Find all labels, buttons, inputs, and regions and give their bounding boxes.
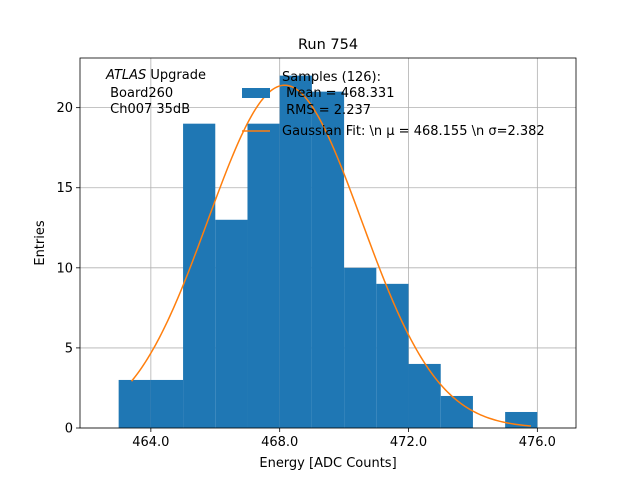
histogram-bar (118, 379, 151, 428)
legend-samples-label: Samples (126): (282, 70, 381, 85)
histogram-bar (183, 123, 216, 429)
gaussian-fit-line (130, 84, 531, 427)
legend: Samples (126): Mean = 468.331 RMS = 2.23… (242, 70, 545, 139)
legend-rms-label: RMS = 2.237 (282, 103, 371, 118)
histogram-bar (311, 91, 345, 429)
x-tick-label: 468.0 (261, 435, 298, 450)
histogram-bar (150, 379, 184, 428)
y-tick-label: 20 (56, 101, 73, 116)
legend-histogram-swatch (242, 88, 270, 98)
x-axis-label: Energy [ADC Counts] (259, 456, 396, 471)
legend-fit-label: Gaussian Fit: \n μ = 468.155 \n σ=2.382 (282, 124, 545, 139)
plot-frame (79, 57, 577, 429)
histogram-bar (279, 75, 312, 428)
y-tick-label: 5 (65, 341, 73, 356)
histogram-bar (344, 267, 377, 428)
atlas-annotation: ATLAS Upgrade Board260 Ch007 35dB (105, 68, 206, 117)
y-tick-label: 10 (56, 261, 73, 276)
x-tick-label: 476.0 (519, 435, 556, 450)
y-tick-label: 0 (65, 422, 73, 437)
axis-ticks: 464.0 468.0 472.0 476.0 0 5 10 15 20 (56, 101, 556, 450)
y-axis-label: Entries (33, 220, 48, 266)
histogram-bar (376, 283, 409, 428)
x-tick-label: 464.0 (132, 435, 169, 450)
histogram-bars (118, 75, 538, 429)
atlas-label: ATLAS (105, 68, 146, 83)
channel-label: Ch007 35dB (106, 102, 190, 117)
board-label: Board260 (106, 86, 173, 101)
histogram-bar (215, 219, 248, 428)
histogram-bar (247, 123, 280, 429)
upgrade-label: Upgrade (146, 68, 206, 83)
x-tick-label: 472.0 (390, 435, 427, 450)
chart-title: Run 754 (298, 37, 358, 53)
svg-text:ATLAS Upgrade: ATLAS Upgrade (105, 68, 206, 83)
histogram-bar (408, 363, 441, 428)
legend-mean-label: Mean = 468.331 (282, 86, 394, 101)
y-tick-label: 15 (56, 181, 73, 196)
